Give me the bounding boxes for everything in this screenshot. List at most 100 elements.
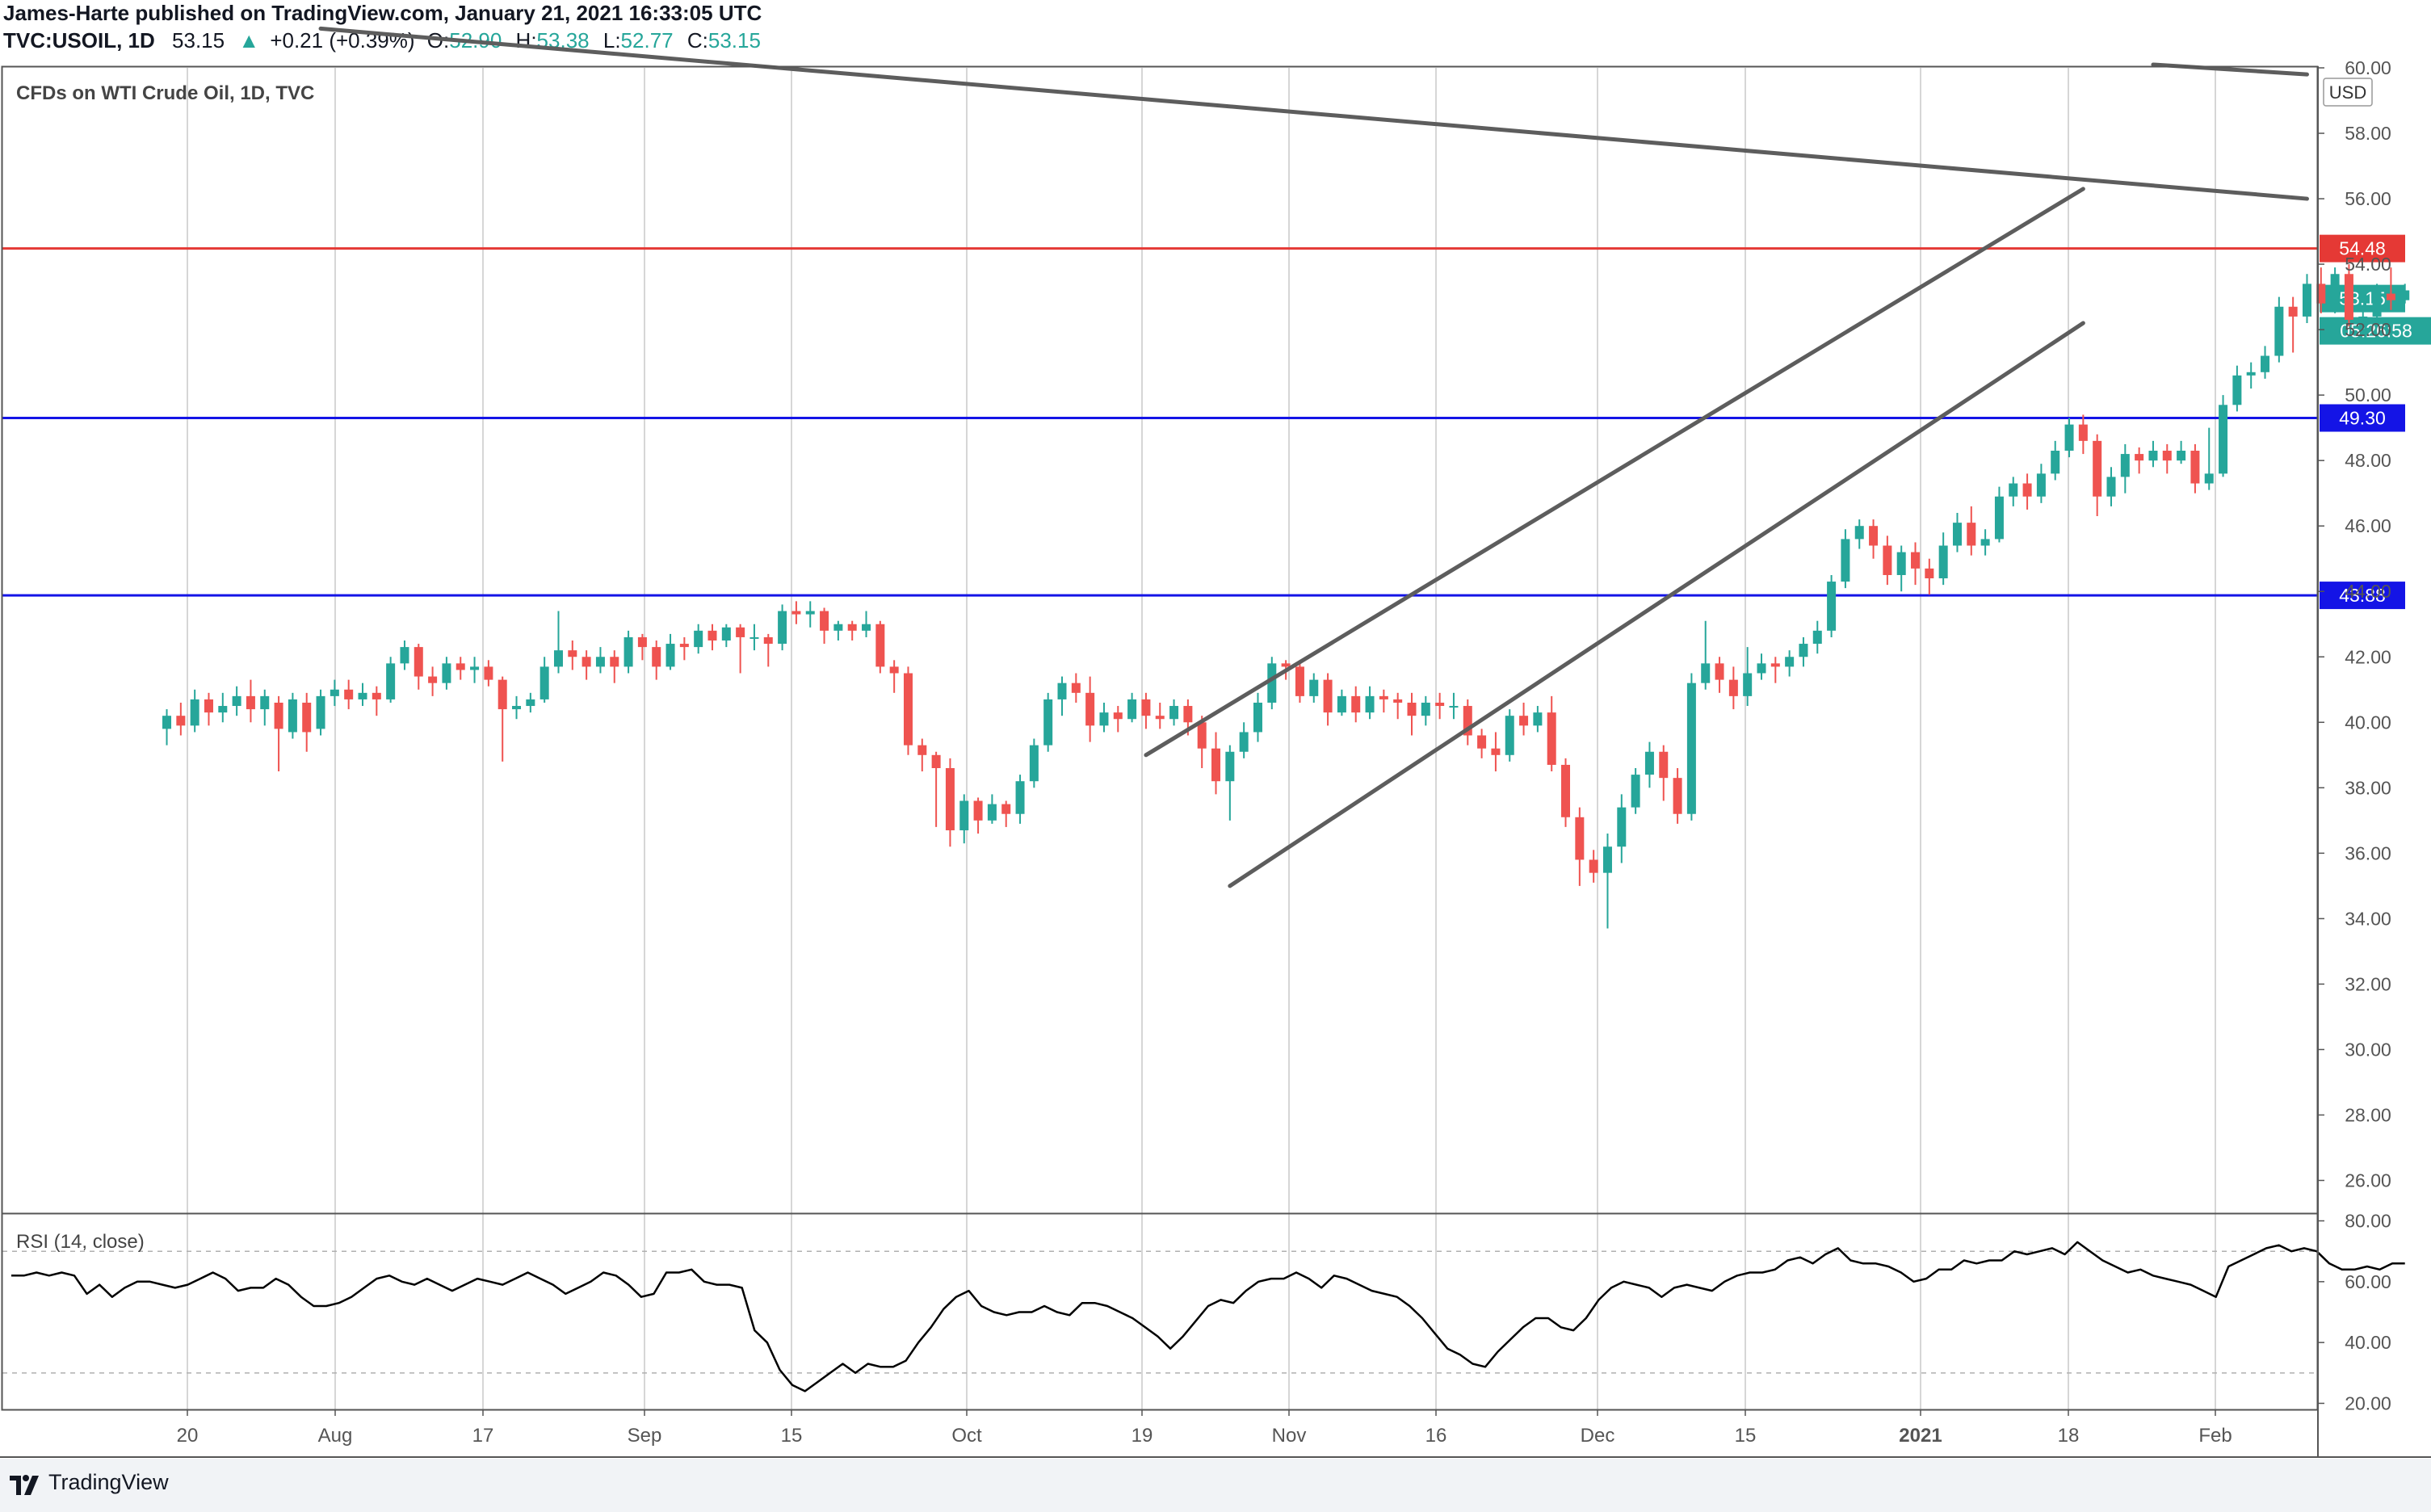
candle-body [2148,451,2158,461]
candle-body [553,650,563,667]
candle-body [2344,274,2353,320]
price-tick-label: 56.00 [2345,188,2391,209]
candle-body [1295,666,1304,696]
candle-body [1309,679,1319,696]
candle-body [2120,454,2130,477]
candle-body [2274,306,2284,356]
candle-body [1505,716,1514,755]
price-tick-label: 54.00 [2345,254,2391,275]
candle-body [568,650,577,657]
candle-body [526,699,535,707]
chart-canvas[interactable]: James-Harte published on TradingView.com… [0,0,2431,1459]
candle-body [1533,712,1543,726]
candle-body [959,800,969,830]
candle-body [1463,706,1472,736]
candle-body [1337,695,1346,713]
grid-lines [187,68,2216,1409]
candle-body [1239,732,1249,752]
candle-body [582,657,591,667]
candle-body [2009,483,2018,497]
candle-body [1379,695,1388,699]
candle-body [2162,451,2172,461]
candle-body [1001,804,1011,814]
time-tick-label: 17 [472,1425,494,1447]
candle-body [1127,699,1137,720]
candle-body [1477,735,1487,749]
candle-body [1799,644,1808,657]
candle-body [2106,477,2116,497]
candle-body [2177,451,2186,461]
candle-body [1911,552,1921,569]
candle-body [2288,306,2298,317]
candle-body [1365,695,1375,713]
candle-body [372,692,381,699]
candle-body [274,702,283,729]
rsi-tick-label: 20.00 [2345,1392,2391,1413]
candle-body [428,676,438,683]
candle-body [246,695,255,710]
candle-body [903,673,913,746]
candle-body [190,699,199,726]
candle-body [1602,846,1612,873]
candle-body [2261,355,2270,372]
candle-body [1631,775,1640,808]
candle-body [1197,722,1207,749]
candle-body [665,644,675,667]
high-label: H: [516,28,537,52]
candle-body [1938,545,1948,579]
candle-body [1994,496,2004,540]
candle-body [1770,663,1780,667]
price-tick-label: 50.00 [2345,384,2391,405]
time-tick-label: 15 [1735,1425,1757,1447]
candle-body [833,624,843,631]
candle-body [1701,663,1711,683]
candle-body [512,706,522,710]
candle-body [1743,673,1753,696]
time-tick-label: Oct [951,1425,982,1447]
candle-body [1519,716,1529,726]
candle-body [1351,695,1361,713]
trendline[interactable] [1144,187,2085,758]
candle-body [302,702,312,733]
candle-body [1043,699,1053,746]
time-tick-label: 16 [1425,1425,1447,1447]
tradingview-brand: TradingView [48,1470,169,1494]
candle-body [470,666,480,670]
candle-body [1967,523,1976,546]
change-arrow: ▲ [238,28,259,52]
candle-body [2204,473,2214,484]
candle-body [987,804,997,821]
trendline[interactable] [1228,321,2085,888]
candle-body [637,636,647,648]
candle-body [1575,817,1585,860]
candle-body [2232,375,2242,405]
candle-body [889,666,899,674]
candle-body [1673,778,1682,814]
candle-body [218,706,228,713]
candle-body [456,663,465,670]
time-tick-label: 19 [1132,1425,1153,1447]
candle-body [1785,657,1795,667]
price-tick-label: 46.00 [2345,515,2391,536]
candle-body [875,624,885,667]
candle-body [2064,424,2074,452]
low-value: 52.77 [621,28,674,52]
candle-body [1952,523,1962,546]
level-price-label: 49.30 [2339,408,2386,429]
footer-bar: TradingView [0,1459,2431,1512]
currency-badge[interactable] [2323,78,2373,107]
candle-body [1267,663,1277,703]
candle-body [176,716,186,726]
candle-body [2135,454,2144,461]
candle-body [707,630,717,640]
trendline[interactable] [318,26,2309,201]
candle-body [1617,807,1627,847]
price-tick-label: 58.00 [2345,123,2391,144]
candle-body [595,657,605,667]
candle-body [1421,702,1430,716]
candle-body [1071,682,1081,693]
candle-body [1449,706,1459,708]
chart-title: CFDs on WTI Crude Oil, 1D, TVC [16,82,314,104]
candle-body [330,689,339,696]
candle-body [1435,702,1445,707]
